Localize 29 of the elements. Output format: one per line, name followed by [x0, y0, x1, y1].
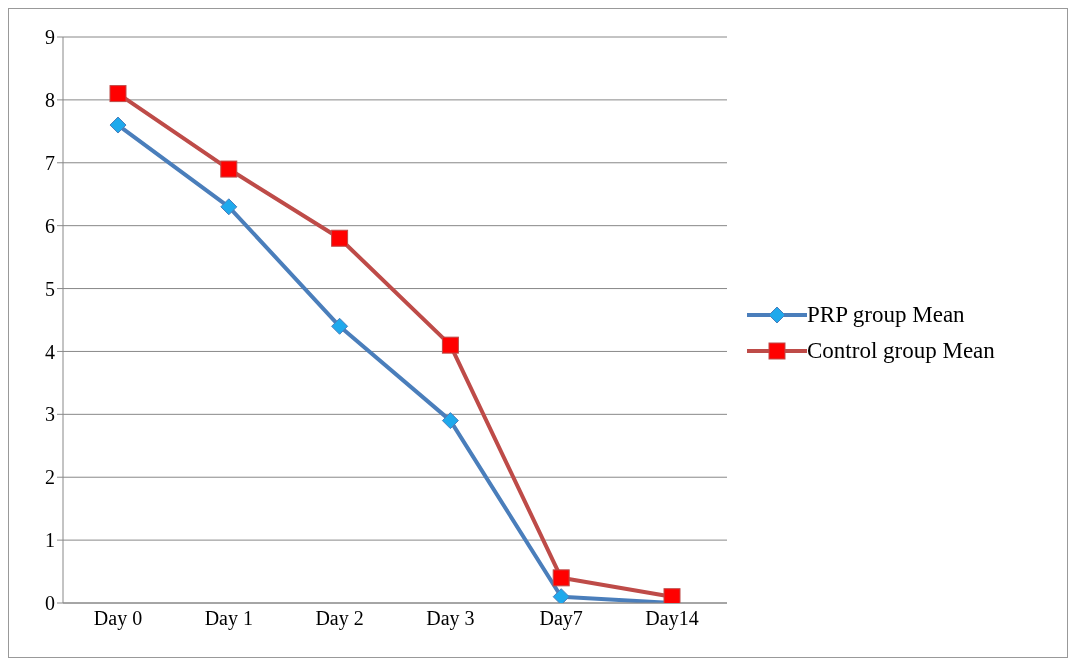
x-tick-label: Day7 — [539, 607, 583, 631]
y-tick-label: 1 — [45, 529, 55, 552]
legend-label: PRP group Mean — [807, 302, 965, 328]
point — [441, 412, 459, 430]
point — [331, 317, 349, 335]
legend-label: Control group Mean — [807, 338, 995, 364]
y-tick-label: 4 — [45, 340, 55, 363]
y-tick-label: 7 — [45, 151, 55, 174]
point — [331, 229, 349, 247]
point — [663, 588, 681, 603]
point — [109, 116, 127, 134]
point — [220, 198, 238, 216]
x-tick-label: Day 3 — [426, 607, 475, 631]
y-tick-label: 9 — [45, 26, 55, 49]
y-tick-label: 5 — [45, 277, 55, 300]
y-tick-label: 0 — [45, 592, 55, 615]
point — [552, 569, 570, 587]
point — [552, 588, 570, 603]
point — [220, 160, 238, 178]
x-tick-label: Day14 — [645, 607, 699, 631]
y-tick-label: 6 — [45, 214, 55, 237]
x-tick-label: Day 2 — [315, 607, 364, 631]
y-tick-label: 3 — [45, 403, 55, 426]
point — [441, 336, 459, 354]
point — [109, 85, 127, 103]
x-tick-label: Day 0 — [93, 607, 143, 631]
x-tick-label: Day 1 — [204, 607, 253, 631]
y-tick-label: 8 — [45, 88, 55, 111]
y-tick-label: 2 — [45, 466, 55, 489]
